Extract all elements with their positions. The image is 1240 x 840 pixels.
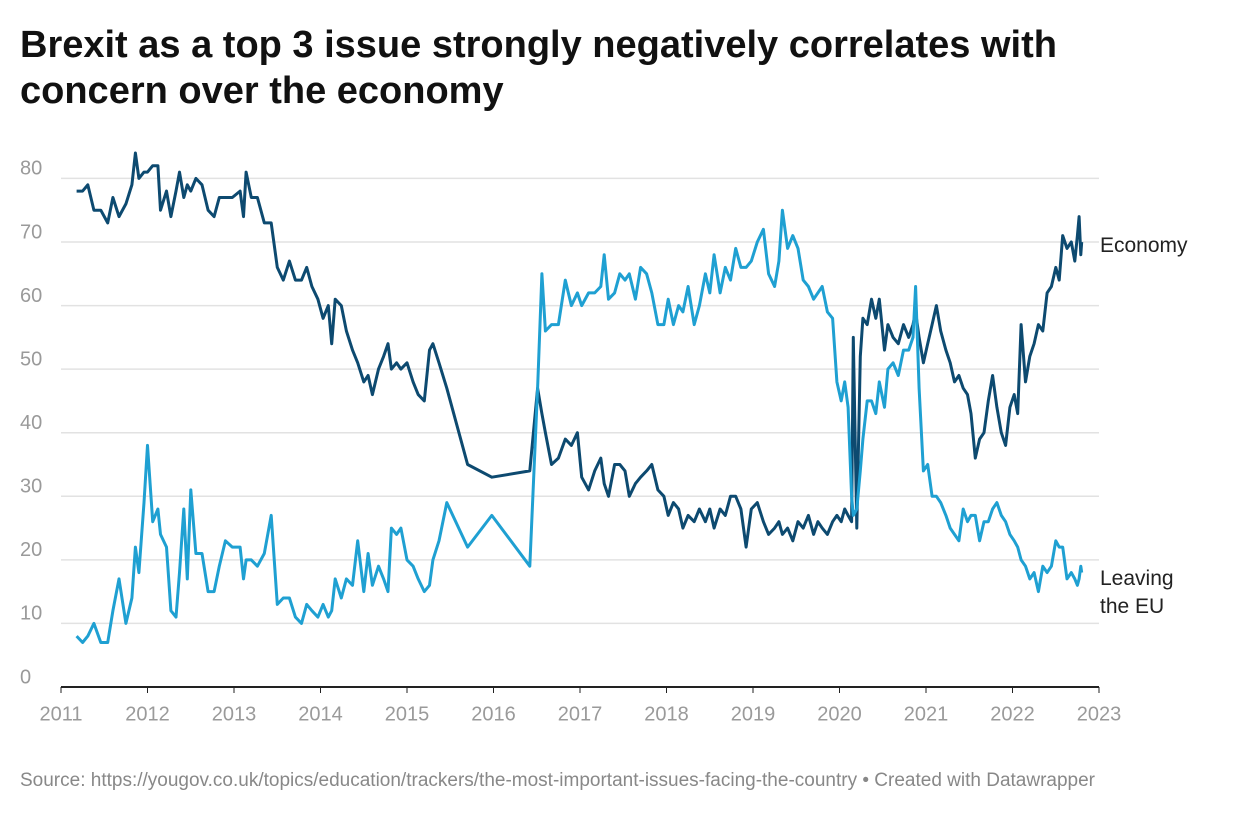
x-tick-label: 2020 xyxy=(817,703,862,725)
chart-title: Brexit as a top 3 issue strongly negativ… xyxy=(20,24,1057,112)
y-tick-label: 70 xyxy=(20,221,42,243)
x-tick-label: 2018 xyxy=(644,703,689,725)
x-tick-label: 2016 xyxy=(471,703,516,725)
x-tick-label: 2017 xyxy=(558,703,603,725)
y-tick-label: 30 xyxy=(20,476,42,498)
x-tick-label: 2023 xyxy=(1077,703,1122,725)
x-tick-label: 2019 xyxy=(731,703,776,725)
series-line xyxy=(76,151,1084,549)
y-tick-label: 20 xyxy=(20,539,42,561)
y-tick-label: 80 xyxy=(20,158,42,180)
y-tick-label: 10 xyxy=(20,603,42,625)
x-tick-label: 2011 xyxy=(39,703,82,725)
y-tick-label: 0 xyxy=(20,666,31,688)
x-tick-label: 2022 xyxy=(990,703,1035,725)
series-line xyxy=(75,208,1084,644)
x-tick-label: 2014 xyxy=(298,703,343,725)
x-tick-label: 2021 xyxy=(904,703,949,725)
x-tick-label: 2015 xyxy=(385,703,430,725)
x-tick-label: 2012 xyxy=(125,703,170,725)
source-note: Source: https://yougov.co.uk/topics/educ… xyxy=(20,770,1096,791)
y-tick-label: 50 xyxy=(20,348,42,370)
y-tick-label: 60 xyxy=(20,285,42,307)
series-label: Leaving the EU xyxy=(1100,567,1174,618)
x-tick-label: 2013 xyxy=(212,703,257,725)
series-label: Economy xyxy=(1100,234,1188,257)
y-tick-label: 40 xyxy=(20,412,42,434)
